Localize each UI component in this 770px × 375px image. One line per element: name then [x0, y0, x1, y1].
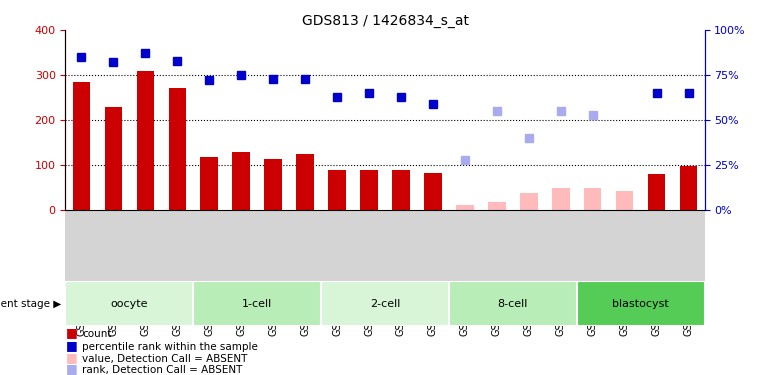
Bar: [169, 88, 186, 210]
Bar: [233, 152, 250, 210]
Bar: [456, 205, 474, 210]
Text: oocyte: oocyte: [111, 299, 148, 309]
Bar: [616, 190, 634, 210]
Bar: [584, 188, 601, 210]
Bar: [264, 159, 282, 210]
Text: ■: ■: [65, 362, 77, 375]
Text: ■: ■: [65, 339, 77, 352]
Bar: [65, 281, 193, 326]
Bar: [488, 202, 506, 210]
Bar: [680, 166, 698, 210]
Text: development stage ▶: development stage ▶: [0, 299, 62, 309]
Bar: [449, 281, 577, 326]
Text: ■: ■: [65, 351, 77, 364]
Bar: [552, 188, 570, 210]
Title: GDS813 / 1426834_s_at: GDS813 / 1426834_s_at: [302, 13, 468, 28]
Bar: [321, 281, 449, 326]
Bar: [193, 281, 321, 326]
Text: 1-cell: 1-cell: [242, 299, 273, 309]
Bar: [520, 193, 537, 210]
Text: 2-cell: 2-cell: [370, 299, 400, 309]
Text: rank, Detection Call = ABSENT: rank, Detection Call = ABSENT: [82, 365, 243, 375]
Bar: [105, 106, 122, 210]
Text: value, Detection Call = ABSENT: value, Detection Call = ABSENT: [82, 354, 248, 364]
Bar: [392, 170, 410, 210]
Text: count: count: [82, 329, 112, 339]
Bar: [72, 82, 90, 210]
Text: ■: ■: [65, 326, 77, 339]
Bar: [577, 281, 705, 326]
Bar: [424, 173, 442, 210]
Bar: [648, 174, 665, 210]
Text: percentile rank within the sample: percentile rank within the sample: [82, 342, 258, 352]
Text: blastocyst: blastocyst: [612, 299, 669, 309]
Bar: [328, 170, 346, 210]
Bar: [360, 170, 378, 210]
Text: 8-cell: 8-cell: [497, 299, 528, 309]
Bar: [296, 154, 314, 210]
Bar: [200, 158, 218, 210]
Bar: [136, 71, 154, 210]
